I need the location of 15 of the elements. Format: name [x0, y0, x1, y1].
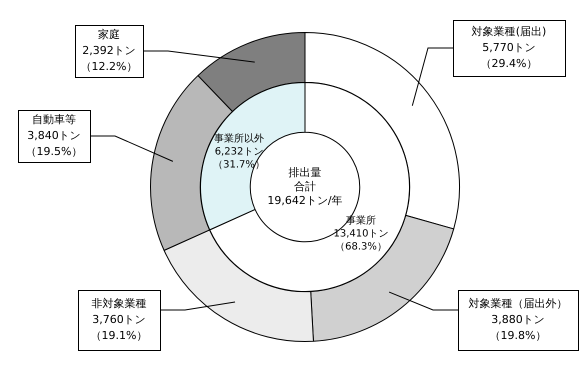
- data-label: 13,410トン（68.3%）: [334, 228, 388, 253]
- slice-label: 家庭: [98, 28, 120, 41]
- slice-label: 非対象業種: [92, 296, 146, 310]
- text: 排出量合計: [288, 166, 322, 193]
- slice-label: 自動車等: [32, 112, 76, 126]
- slice-label: 事業所以外: [214, 132, 264, 145]
- data-label: 3,880トン（19.8%）: [490, 312, 546, 342]
- data-label: 6,232トン（31.7%）: [213, 146, 265, 171]
- slice-label: 対象業種(届出): [472, 24, 546, 38]
- data-label: 5,770トン（29.4%）: [480, 40, 538, 70]
- text: 19,642トン/年: [267, 194, 343, 207]
- data-label: 3,760トン（19.1%）: [90, 312, 148, 342]
- data-label: 3,840トン（19.5%）: [26, 128, 82, 158]
- slice-label: 対象業種（届出外）: [468, 296, 568, 310]
- data-label: 2,392トン（12.2%）: [80, 44, 138, 73]
